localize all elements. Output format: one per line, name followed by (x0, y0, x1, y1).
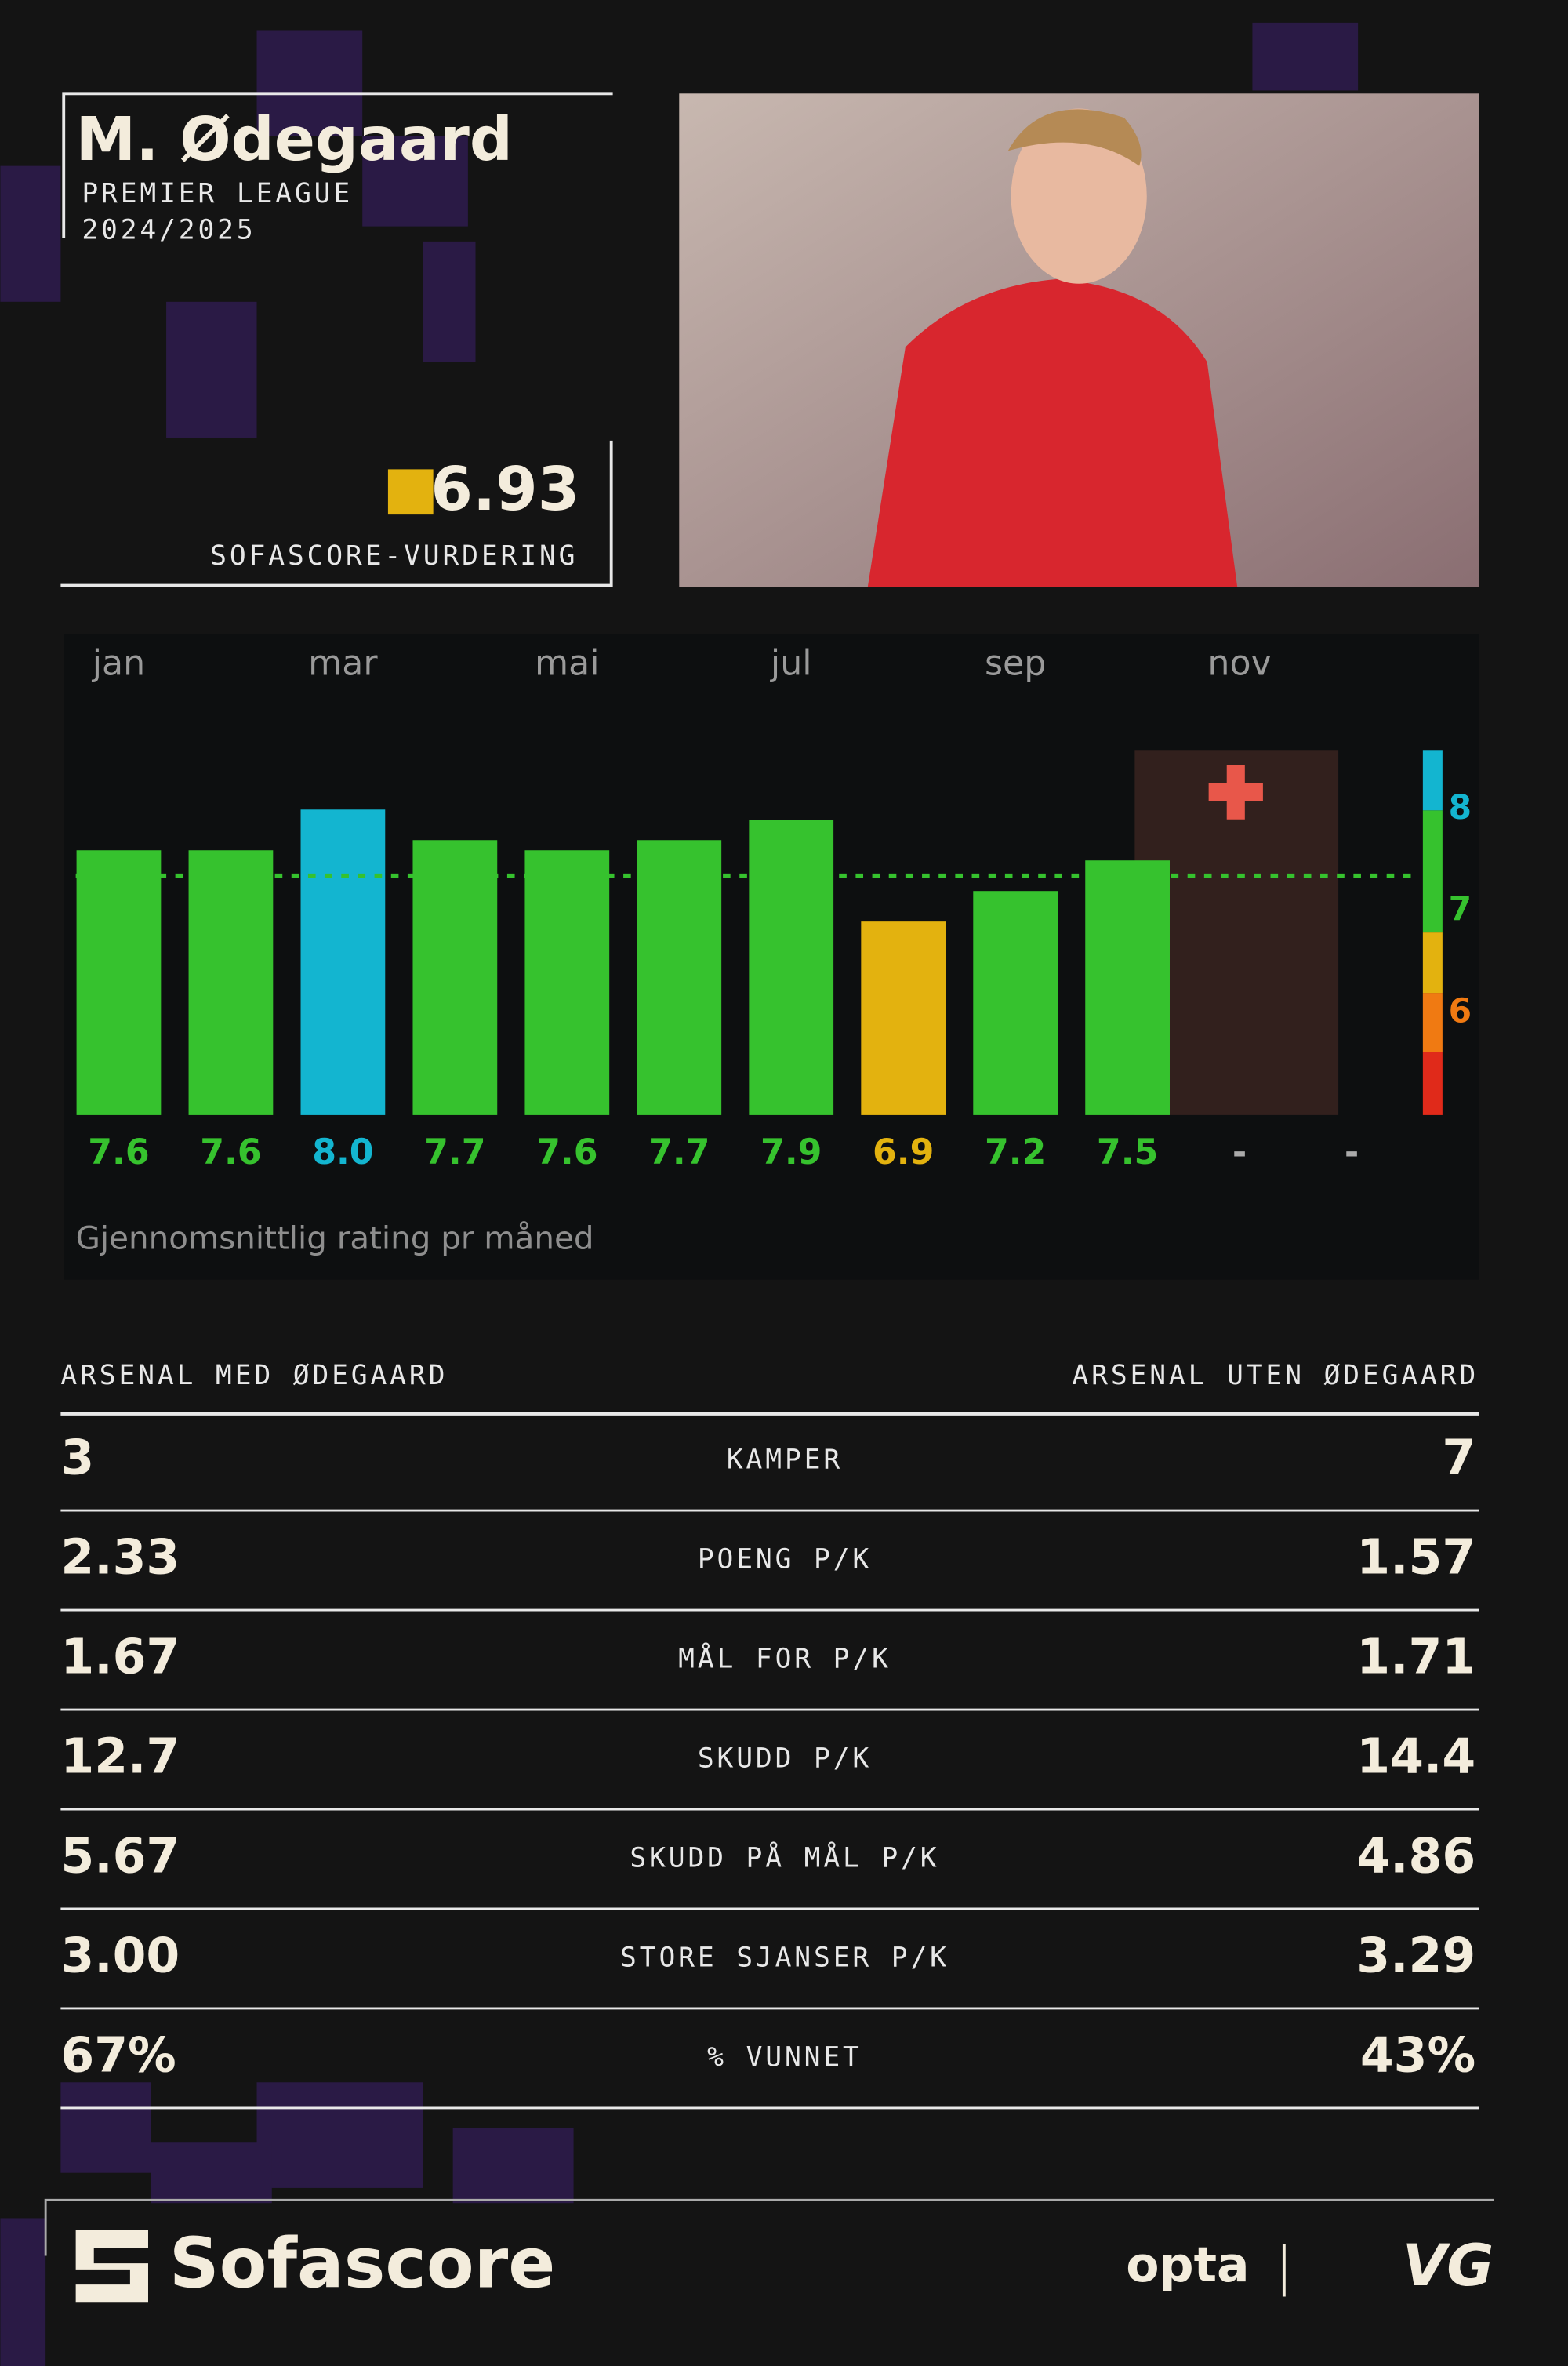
sofascore-logo (75, 2230, 148, 2303)
value-label: 6.9 (873, 1132, 934, 1172)
stat-left: 12.7 (60, 1728, 180, 1785)
value-label: 7.5 (1097, 1132, 1158, 1172)
stat-right: 14.4 (1356, 1728, 1475, 1785)
bar (188, 850, 274, 1115)
stat-label: MÅL FOR P/K (678, 1641, 891, 1675)
stat-right: 43% (1360, 2027, 1475, 2084)
stat-left: 1.67 (60, 1629, 180, 1685)
x-tick-label: nov (1207, 644, 1271, 684)
x-tick-label: mai (535, 644, 600, 684)
value-label: - (1345, 1132, 1359, 1172)
y-tick-label: 6 (1449, 992, 1472, 1030)
bar (300, 809, 386, 1115)
league: PREMIER LEAGUE (82, 178, 353, 209)
bar (412, 840, 498, 1115)
stat-left: 3 (60, 1430, 94, 1486)
stat-label: POENG P/K (698, 1544, 872, 1576)
season: 2024/2025 (82, 214, 256, 245)
stat-right: 3.29 (1356, 1928, 1475, 1984)
stat-left: 2.33 (60, 1529, 180, 1586)
stat-label: STORE SJANSER P/K (620, 1942, 949, 1973)
rating-scale (1422, 750, 1443, 1115)
brand: Sofascore (169, 2222, 555, 2303)
value-label: 7.2 (985, 1132, 1046, 1172)
footer-frame (44, 2198, 1494, 2256)
y-tick-label: 8 (1449, 788, 1472, 827)
stat-label: SKUDD PÅ MÅL P/K (630, 1840, 939, 1874)
value-label: - (1232, 1132, 1247, 1172)
right-title: ARSENAL UTEN ØDEGAARD (1072, 1360, 1479, 1391)
rating-badge (387, 469, 434, 515)
pixel-pattern (0, 22, 1359, 2366)
title-frame (62, 92, 613, 239)
y-tick-label: 7 (1449, 890, 1472, 929)
value-label: 7.9 (760, 1132, 822, 1172)
x-tick-label: jan (92, 644, 145, 684)
value-label: 7.7 (648, 1132, 710, 1172)
bar (524, 850, 610, 1115)
x-tick-label: jul (770, 644, 812, 684)
rating-label: SOFASCORE-VURDERING (210, 540, 578, 572)
value-label: 7.6 (200, 1132, 261, 1172)
bar (76, 850, 162, 1115)
stat-label: KAMPER (727, 1445, 843, 1476)
value-label: 8.0 (312, 1132, 373, 1172)
stat-left: 5.67 (60, 1828, 180, 1884)
value-label: 7.6 (536, 1132, 597, 1172)
stat-right: 1.57 (1356, 1529, 1475, 1586)
rating-value: 6.93 (430, 455, 579, 525)
player-photo (679, 93, 1479, 587)
player-name: M. Ødegaard (76, 105, 513, 175)
rating-frame (60, 440, 613, 587)
stat-left: 67% (60, 2027, 176, 2084)
partner: opta (1126, 2237, 1249, 2293)
stat-right: 4.86 (1356, 1828, 1475, 1884)
chart-caption: Gjennomsnittlig rating pr måned (76, 1219, 594, 1257)
partner: VG (1403, 2233, 1494, 2299)
bar (637, 840, 722, 1115)
left-title: ARSENAL MED ØDEGAARD (60, 1360, 448, 1391)
x-tick-label: mar (308, 644, 378, 684)
stat-right: 7 (1442, 1430, 1475, 1486)
value-label: 7.6 (88, 1132, 149, 1172)
stat-label: % VUNNET (707, 2041, 862, 2073)
bar (973, 891, 1058, 1115)
bar (749, 820, 834, 1115)
stat-left: 3.00 (60, 1928, 180, 1984)
x-tick-label: sep (985, 644, 1046, 684)
stat-label: SKUDD P/K (698, 1743, 872, 1775)
value-label: 7.7 (424, 1132, 485, 1172)
injury-icon (1208, 765, 1263, 820)
stat-right: 1.71 (1356, 1629, 1475, 1685)
bar (1085, 860, 1170, 1115)
bar (861, 921, 946, 1115)
